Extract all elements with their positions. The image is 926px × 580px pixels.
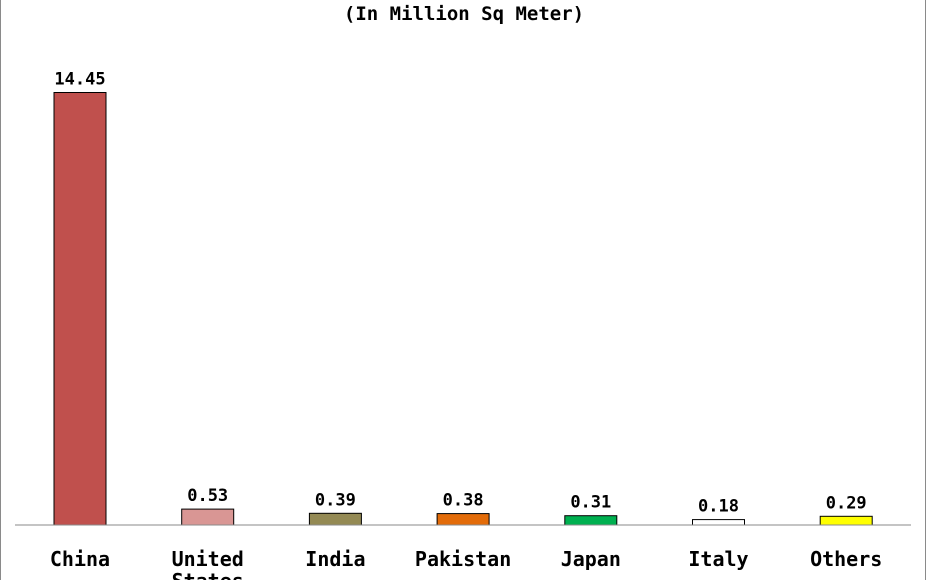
data-label-united-states: 0.53: [187, 486, 228, 506]
bar-italy: [692, 519, 745, 526]
bar-united-states: [181, 508, 235, 526]
data-label-japan: 0.31: [570, 493, 611, 513]
category-label-japan: Japan: [561, 547, 621, 571]
bars-layer: [53, 92, 873, 526]
chart-title: (In Million Sq Meter): [343, 3, 585, 25]
data-label-india: 0.39: [315, 490, 356, 510]
data-label-others: 0.29: [826, 493, 867, 513]
data-label-china: 14.45: [54, 70, 105, 90]
category-labels-layer: China UnitedStates India Pakistan Japan Italy…: [50, 547, 882, 580]
bar-china: [53, 92, 107, 526]
category-label-china: China: [50, 547, 110, 571]
data-label-pakistan: 0.38: [443, 491, 484, 511]
category-label-united-states: UnitedStates: [172, 547, 244, 580]
bar-japan: [564, 515, 618, 526]
category-label-pakistan: Pakistan: [415, 547, 511, 571]
data-label-italy: 0.18: [698, 497, 739, 517]
category-label-others: Others: [810, 547, 882, 571]
category-label-italy: Italy: [688, 547, 748, 571]
category-label-india: India: [305, 547, 365, 571]
bar-others: [819, 515, 873, 526]
data-labels-layer: 14.45 0.53 0.39 0.38 0.31 0.18 0.29: [54, 70, 866, 517]
bar-india: [308, 512, 362, 526]
bar-pakistan: [436, 513, 490, 526]
